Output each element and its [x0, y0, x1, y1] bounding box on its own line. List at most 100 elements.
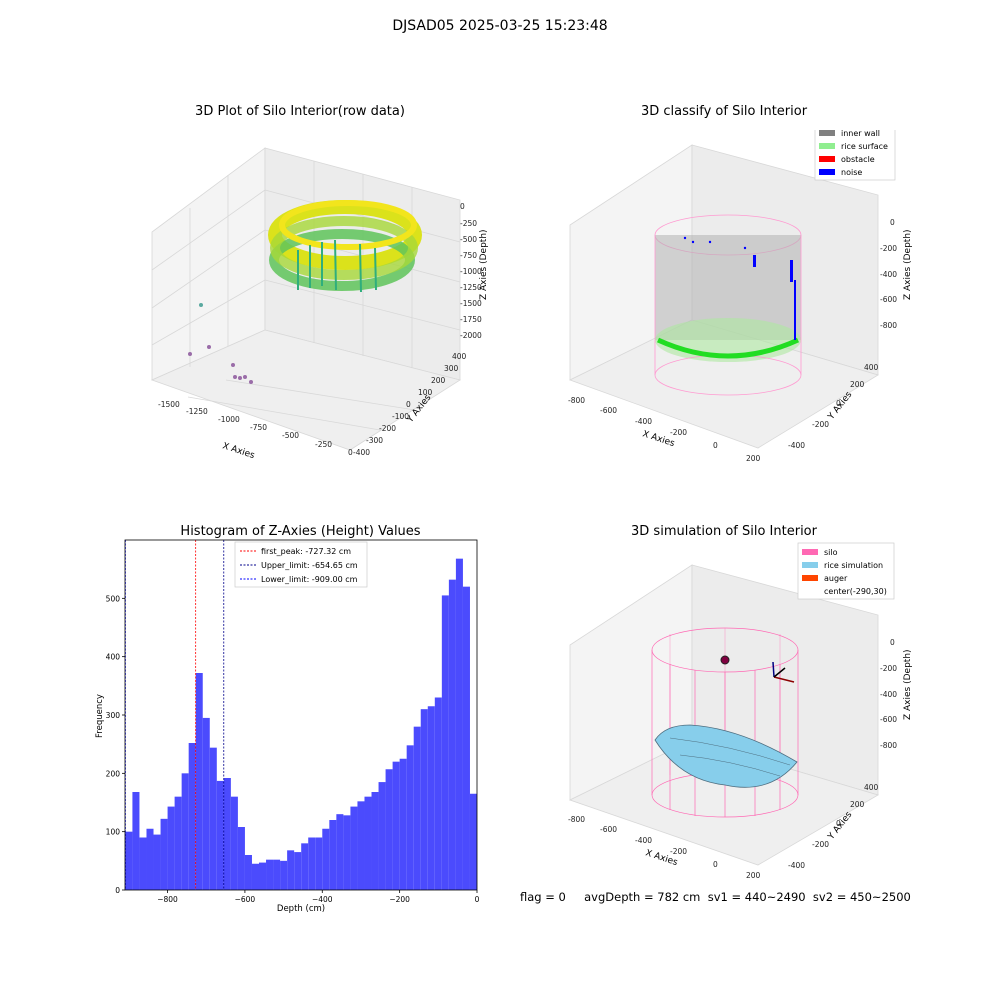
classify-z-label: Z Axies (Depth)	[903, 229, 913, 300]
raw-x-label: X Axies	[221, 441, 256, 461]
histogram-bars	[125, 558, 477, 890]
tick-label: 0	[836, 819, 841, 828]
legend-label: Upper_limit: -654.65 cm	[261, 561, 358, 570]
tick-label: 0	[713, 860, 718, 869]
legend-swatch-silo	[802, 549, 818, 555]
simulation-x-ticks: -800 -600 -400 -200 0 200	[568, 815, 761, 880]
legend-label: silo	[824, 548, 838, 557]
classify-noise-points	[683, 236, 796, 340]
tick-label: -250	[315, 440, 332, 449]
tick-label: 400	[864, 783, 879, 792]
histogram-bar	[195, 673, 203, 890]
histogram-legend: first_peak: -727.32 cm Upper_limit: -654…	[234, 541, 368, 588]
histogram-bar	[188, 743, 196, 890]
tick-label: -400	[788, 861, 805, 870]
tick-label: -250	[460, 219, 477, 228]
legend-label: center(-290,30)	[824, 587, 887, 596]
x-tick-label: −800	[157, 895, 178, 904]
legend-label: obstacle	[841, 155, 875, 164]
histogram-bar	[132, 792, 140, 890]
histogram-bar	[266, 859, 274, 890]
histogram-bar	[153, 834, 161, 890]
tick-label: -1500	[460, 299, 482, 308]
histogram-bar	[280, 860, 288, 890]
simulation-axes-box	[568, 564, 880, 866]
histogram-bar	[251, 863, 259, 890]
histogram-bar	[357, 801, 365, 890]
simulation-silo-wireframe	[651, 627, 799, 818]
histogram-bar	[273, 859, 281, 890]
tick-label: -200	[379, 424, 396, 433]
histogram-bar	[469, 793, 477, 890]
histogram-bar	[378, 782, 386, 890]
histogram-bar	[343, 815, 351, 890]
x-tick-label: 0	[475, 895, 480, 904]
tick-label: 0	[890, 638, 895, 647]
y-tick-label: 400	[106, 653, 121, 662]
y-tick-label: 100	[106, 828, 121, 837]
tick-label: -800	[568, 815, 585, 824]
legend-swatch-noise	[819, 169, 835, 175]
tick-label: -750	[460, 251, 477, 260]
histogram-bar	[385, 769, 393, 890]
tick-label: 0	[406, 400, 411, 409]
histogram-bar	[174, 796, 182, 890]
legend-swatch-rice-simulation	[802, 562, 818, 568]
raw-outlier-points	[188, 303, 253, 384]
legend-swatch-auger	[802, 575, 818, 581]
histogram-bar	[301, 843, 309, 890]
histogram-bar	[216, 780, 224, 890]
x-tick-label: −400	[312, 895, 333, 904]
histogram-bar	[364, 796, 372, 890]
histogram-bar	[230, 796, 238, 890]
raw-y-ticks: -400 -300 -200 -100 0 100 200 300 400	[353, 352, 467, 457]
simulation-y-ticks: -400 -200 0 200 400	[788, 783, 879, 870]
histogram-bar	[209, 747, 217, 890]
legend-label: rice surface	[841, 142, 888, 151]
tick-label: 200	[746, 454, 761, 463]
tick-label: 0	[890, 218, 895, 227]
legend-label: first_peak: -727.32 cm	[261, 547, 351, 556]
status-footer: flag = 0 avgDepth = 782 cm sv1 = 440~249…	[520, 890, 911, 904]
tick-label: -200	[812, 840, 829, 849]
tick-label: -400	[880, 690, 897, 699]
raw-plot-title: 3D Plot of Silo Interior(row data)	[195, 104, 405, 119]
simulation-z-label: Z Axies (Depth)	[903, 649, 913, 720]
tick-label: 100	[418, 388, 433, 397]
classify-legend: inner wall rice surface obstacle noise	[814, 130, 896, 181]
histogram-title: Histogram of Z-Axies (Height) Values	[180, 524, 421, 539]
simulation-rice-surface	[654, 724, 798, 788]
legend-swatch-rice-surface	[819, 143, 835, 149]
tick-label: -750	[250, 423, 267, 432]
histogram-bar	[322, 828, 330, 890]
histogram-bar	[392, 761, 400, 890]
raw-axes-box	[150, 147, 461, 451]
tick-label: -1750	[460, 315, 482, 324]
simulation-plot-title: 3D simulation of Silo Interior	[631, 524, 817, 539]
histogram-bar	[371, 792, 379, 890]
tick-label: -800	[880, 321, 897, 330]
classify-3d-plot: inner wall rice surface obstacle noise -…	[568, 130, 913, 463]
tick-label: -2000	[460, 331, 482, 340]
tick-label: -600	[880, 715, 897, 724]
histogram-bar	[350, 806, 358, 890]
classify-y-ticks: -400 -200 0 200 400	[788, 363, 879, 450]
histogram-bar	[244, 855, 252, 890]
legend-label: inner wall	[841, 130, 880, 138]
simulation-auger	[772, 661, 795, 683]
tick-label: -400	[635, 836, 652, 845]
x-tick-label: −600	[235, 895, 256, 904]
tick-label: 0	[348, 448, 353, 457]
histogram-bar	[455, 558, 463, 890]
histogram-y-ticks: 0 100 200 300 400 500	[106, 594, 125, 895]
histogram-bar	[258, 862, 267, 890]
tick-label: 300	[444, 364, 459, 373]
histogram-bar	[434, 697, 442, 890]
y-tick-label: 0	[115, 886, 120, 895]
tick-label: -300	[366, 436, 383, 445]
legend-swatch-inner-wall	[819, 130, 835, 136]
histogram-x-ticks: −800 −600 −400 −200 0	[157, 890, 480, 904]
figure-title: DJSAD05 2025-03-25 15:23:48	[392, 18, 608, 34]
legend-label: auger	[824, 574, 848, 583]
histogram-bar	[202, 717, 210, 890]
